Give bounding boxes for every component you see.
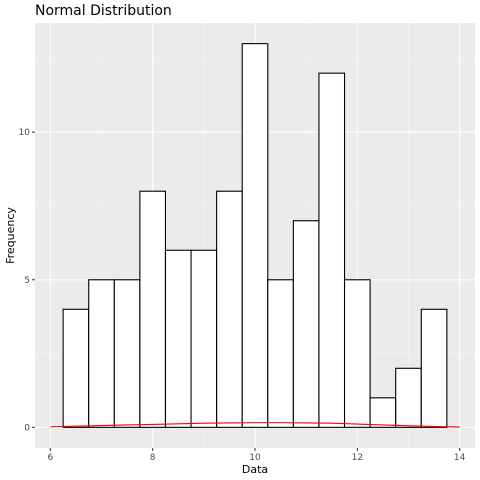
histogram-bar — [113, 279, 141, 428]
histogram-bar — [369, 397, 397, 428]
density-curve-layer — [50, 422, 460, 428]
histogram-bars — [62, 43, 448, 428]
histogram-bar — [164, 249, 192, 428]
histogram-bar — [88, 279, 115, 428]
chart-title: Normal Distribution — [35, 3, 172, 19]
y-axis-label: Frequency — [4, 207, 17, 264]
histogram-bar — [139, 190, 167, 428]
y-tick-label: 5 — [24, 276, 30, 286]
x-tick-label: 12 — [352, 453, 363, 463]
density-curve — [50, 422, 460, 428]
histogram-bar — [216, 190, 243, 428]
axes: 6 8 10 12 14 0 5 10 — [19, 128, 466, 463]
x-axis-label: Data — [242, 463, 268, 476]
x-tick-label: 6 — [47, 453, 53, 463]
histogram-bar — [267, 279, 294, 428]
x-tick-label: 8 — [150, 453, 156, 463]
histogram-bar — [343, 279, 371, 428]
x-tick-label: 10 — [249, 453, 261, 463]
histogram-bar — [62, 308, 90, 428]
y-tick-label: 0 — [24, 423, 30, 433]
histogram-bar — [190, 249, 218, 428]
x-tick-label: 14 — [454, 453, 466, 463]
histogram-bar — [395, 367, 422, 428]
y-tick-label: 10 — [19, 128, 31, 138]
histogram-bar — [420, 308, 448, 428]
histogram-bar — [241, 43, 269, 428]
histogram-bar — [292, 220, 320, 428]
histogram-bar — [318, 72, 346, 428]
